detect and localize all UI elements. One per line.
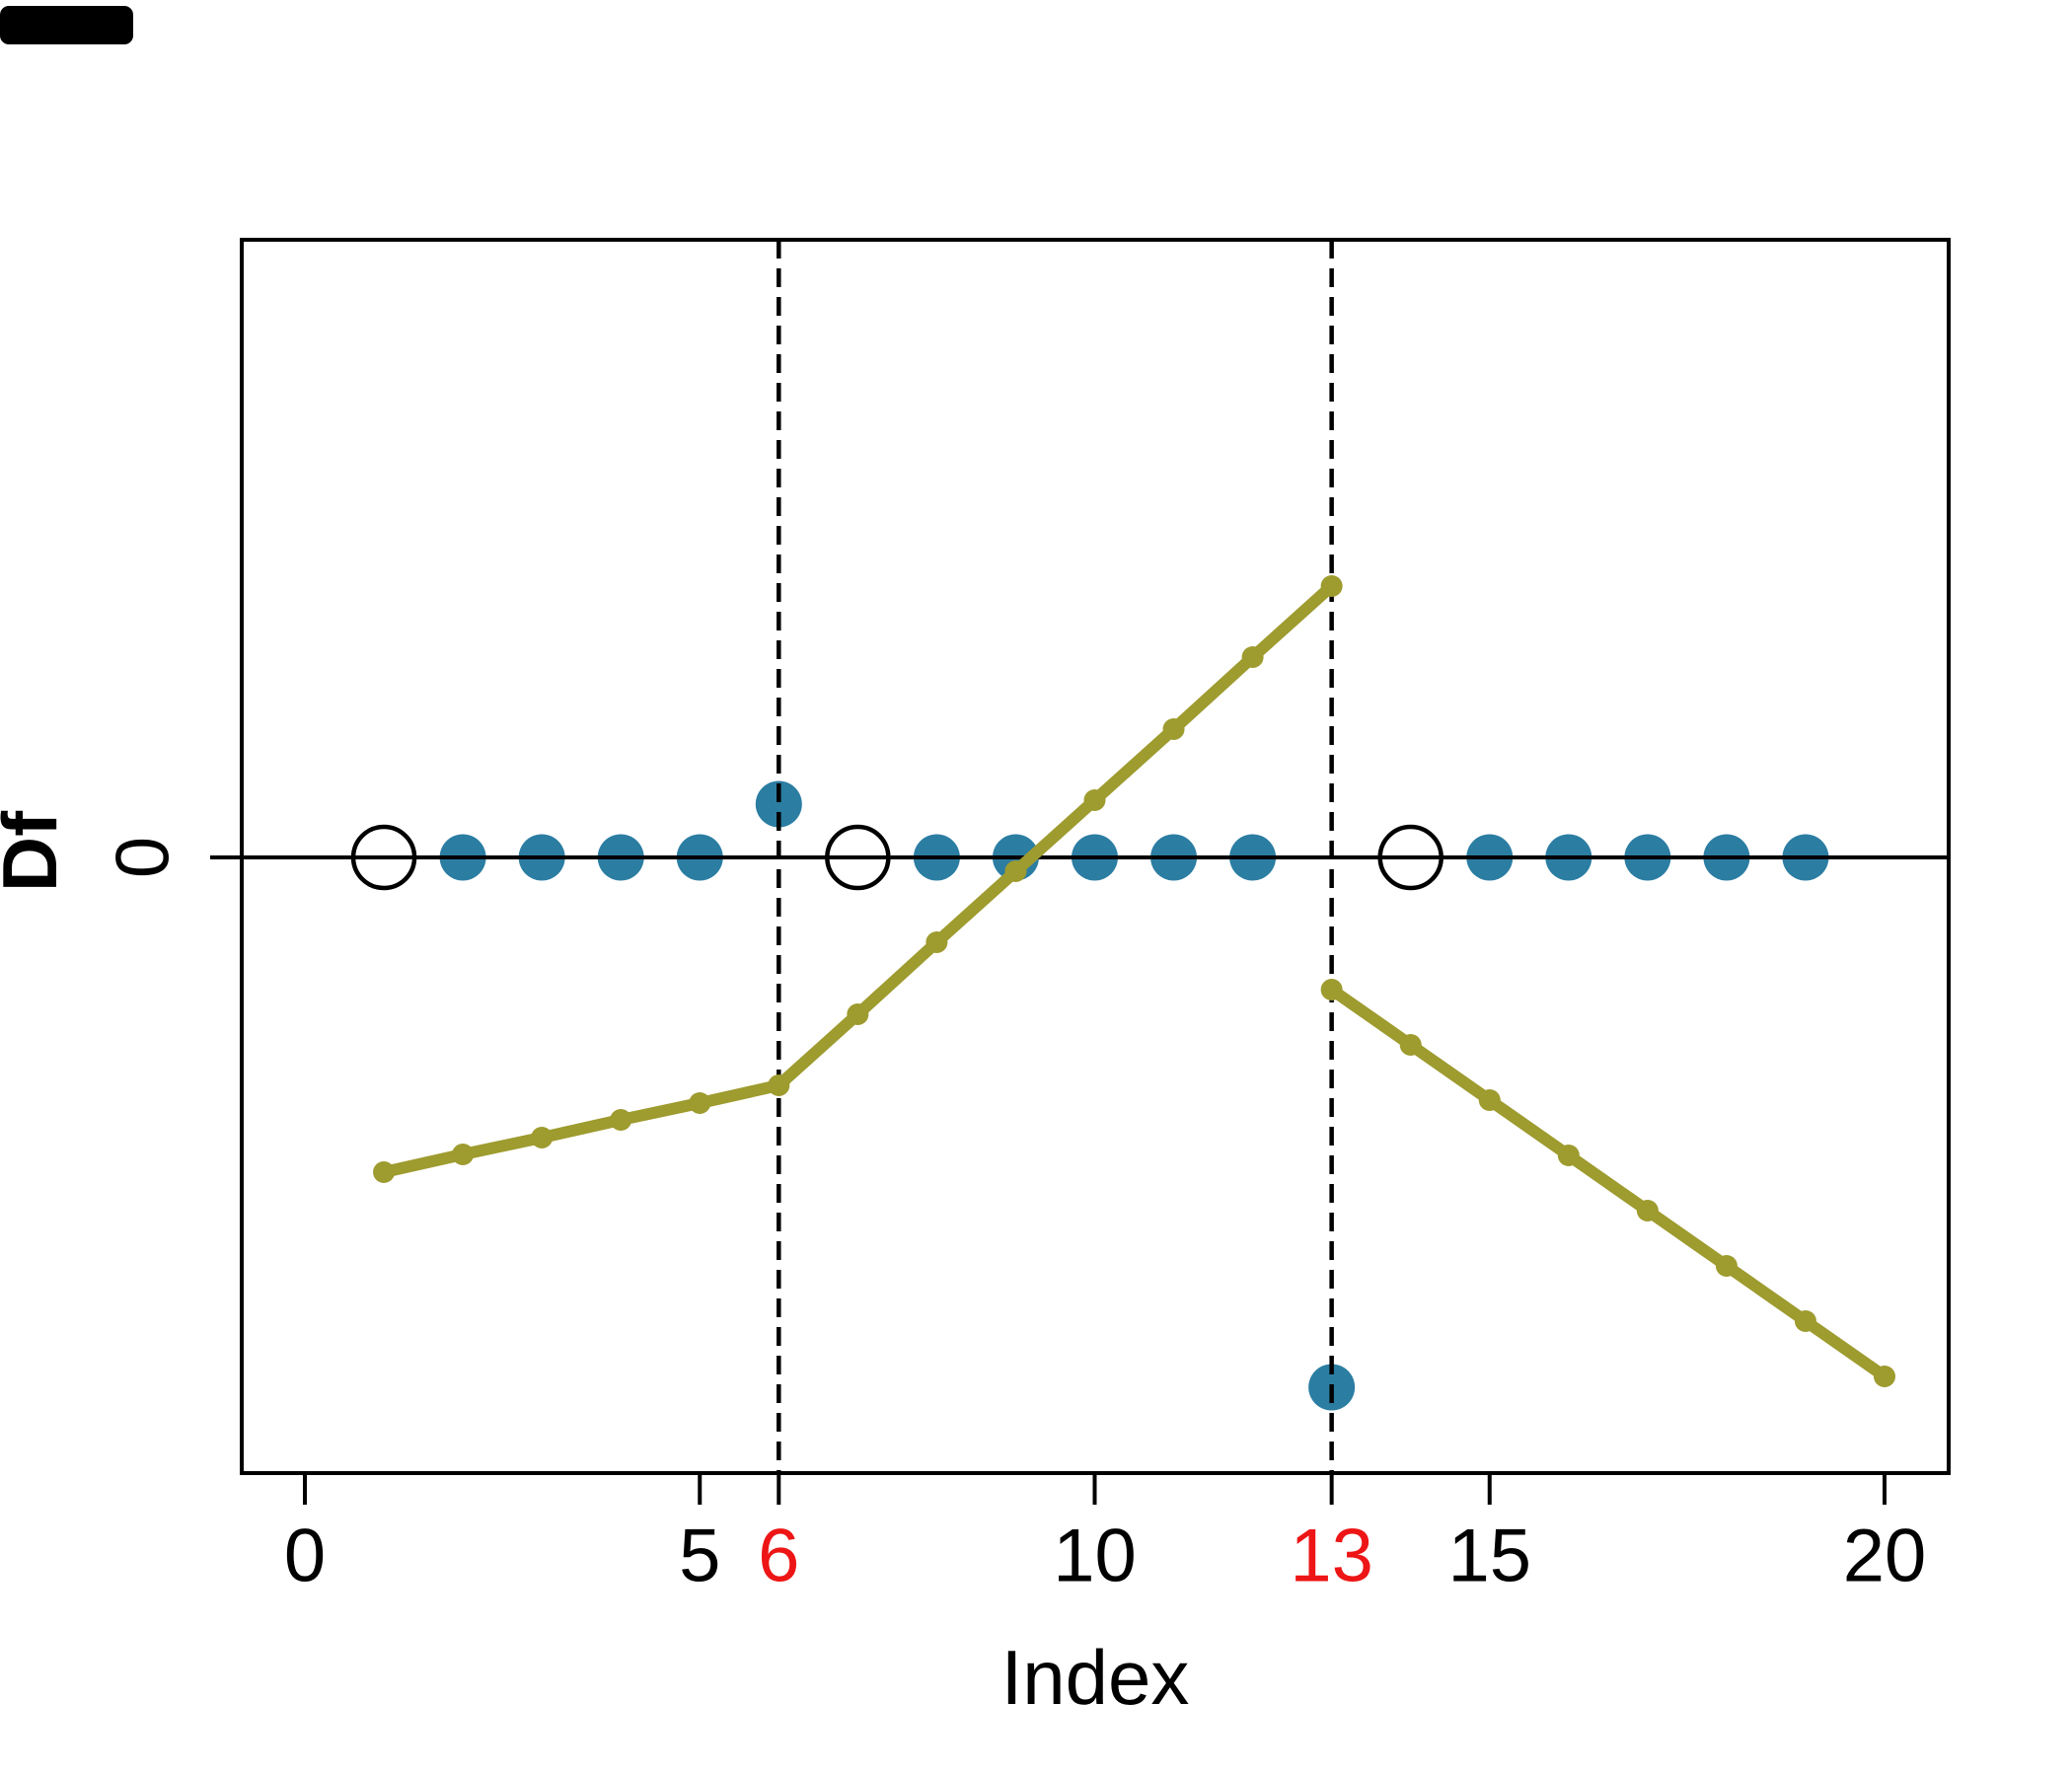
top-left-black-bar <box>0 6 133 44</box>
olive-piecewise-segment-2-marker <box>1715 1255 1738 1277</box>
olive-piecewise-segment-1-marker <box>689 1092 711 1114</box>
df-point <box>755 780 802 828</box>
olive-piecewise-segment-2-marker <box>1478 1089 1501 1111</box>
olive-piecewise-segment-2-marker <box>1794 1310 1816 1332</box>
olive-piecewise-segment-1-marker <box>1241 646 1264 668</box>
x-tick-label-13: 13 <box>1290 1515 1373 1598</box>
x-tick-label-5: 5 <box>679 1515 720 1598</box>
olive-piecewise-segment-2-marker <box>1557 1145 1580 1166</box>
y-axis-title: Df <box>0 810 73 892</box>
olive-piecewise-segment-1-marker <box>768 1074 790 1096</box>
x-tick-label-0: 0 <box>284 1515 326 1598</box>
x-axis-title: Index <box>1001 1634 1190 1721</box>
x-tick-label-20: 20 <box>1843 1515 1927 1598</box>
olive-piecewise-segment-1-marker <box>531 1127 554 1148</box>
olive-piecewise-segment-1-marker <box>1320 575 1343 597</box>
olive-piecewise-segment-1-marker <box>610 1109 632 1131</box>
olive-piecewise-segment-1-marker <box>452 1144 475 1165</box>
olive-piecewise-segment-1-marker <box>373 1161 396 1183</box>
olive-piecewise-segment-1-marker <box>1004 860 1027 882</box>
olive-piecewise-segment-1-marker <box>925 931 948 953</box>
olive-piecewise-segment-1-marker <box>1083 789 1106 811</box>
olive-piecewise-segment-2-marker <box>1320 979 1343 1000</box>
x-tick-label-6: 6 <box>758 1515 799 1598</box>
olive-piecewise-segment-2-marker <box>1874 1366 1895 1387</box>
x-tick-label-10: 10 <box>1053 1515 1137 1598</box>
olive-piecewise-segment-2-marker <box>1399 1034 1422 1056</box>
olive-piecewise-segment-2-line <box>1325 984 1890 1382</box>
y-tick-label-0: 0 <box>102 837 185 878</box>
olive-piecewise-segment-1-marker <box>1162 718 1185 740</box>
olive-piecewise-segment-1-marker <box>847 1003 869 1025</box>
x-tick-label-15: 15 <box>1447 1515 1531 1598</box>
olive-piecewise-segment-2-marker <box>1636 1200 1659 1221</box>
